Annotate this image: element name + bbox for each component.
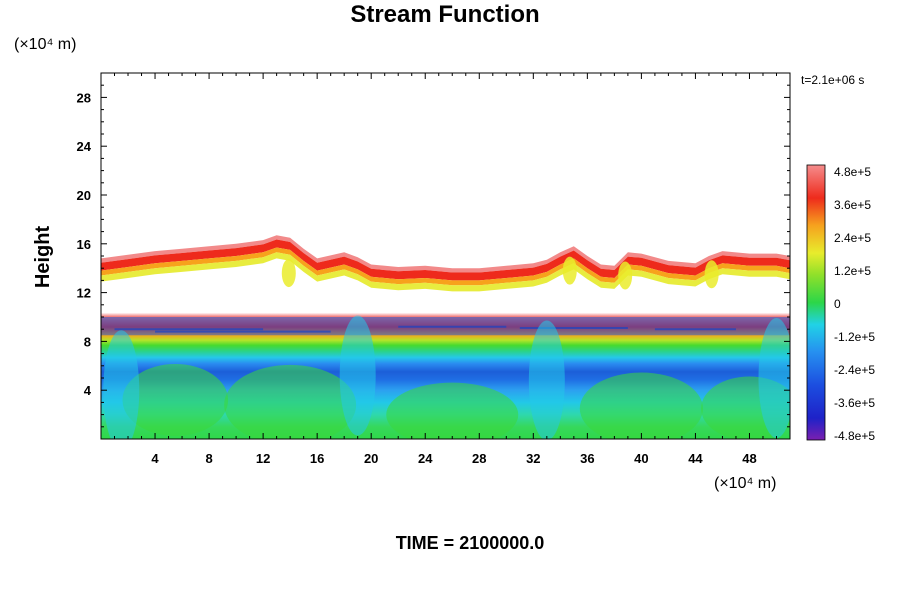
colorbar-label: -4.8e+5: [834, 429, 875, 443]
x-tick-label: 48: [742, 451, 756, 466]
colorbar-label: 3.6e+5: [834, 198, 871, 212]
x-tick-label: 40: [634, 451, 648, 466]
y-axis: 4 8 12 16 20 24 28: [77, 72, 790, 428]
x-tick-label: 16: [310, 451, 324, 466]
x-tick-label: 32: [526, 451, 540, 466]
x-tick-label: 20: [364, 451, 378, 466]
field-lower-cell: [579, 372, 703, 439]
field-trough: [758, 318, 790, 438]
y-tick-label: 28: [77, 90, 91, 105]
colorbar-label: 4.8e+5: [834, 165, 871, 179]
field-trough: [339, 315, 376, 436]
field-lower-cell: [224, 364, 357, 439]
time-stamp: t=2.1e+06 s: [801, 73, 864, 87]
field-trough: [103, 330, 140, 439]
y-tick-label: 24: [77, 139, 92, 154]
colorbar-label: 2.4e+5: [834, 231, 871, 245]
y-tick-label: 12: [77, 286, 91, 301]
field-band-orange: [101, 247, 790, 286]
colorbar-gradient: [806, 164, 826, 441]
y-tick-label: 4: [84, 383, 92, 398]
plot-area: [101, 73, 790, 439]
colorbar-label: 1.2e+5: [834, 264, 871, 278]
field-features: [101, 235, 790, 439]
colorbar-labels: 4.8e+5 3.6e+5 2.4e+5 1.2e+5 0 -1.2e+5 -2.4e+5 -…: [834, 165, 875, 443]
x-tick-label: 44: [688, 451, 703, 466]
y-unit-label: (×10⁴ m): [14, 36, 76, 53]
y-tick-label: 16: [77, 237, 91, 252]
colorbar-label: -3.6e+5: [834, 396, 875, 410]
colorbar-label: -1.2e+5: [834, 330, 875, 344]
y-tick-label: 20: [77, 188, 91, 203]
colorbar-label: -2.4e+5: [834, 363, 875, 377]
colorbar-label: 0: [834, 297, 841, 311]
field-lower-cell: [386, 382, 519, 439]
x-tick-label: 12: [256, 451, 270, 466]
x-tick-label: 8: [205, 451, 212, 466]
field-band-max: [101, 239, 790, 281]
field-lower-cell: [122, 363, 229, 436]
x-tick-label: 36: [580, 451, 594, 466]
field-trough: [528, 320, 565, 439]
colorbar: 4.8e+5 3.6e+5 2.4e+5 1.2e+5 0 -1.2e+5 -2.4e+5 -…: [806, 164, 875, 443]
x-tick-label: 4: [151, 451, 159, 466]
x-tick-label: 24: [418, 451, 433, 466]
field-plume: [704, 260, 719, 289]
y-axis-label: Height: [32, 226, 54, 289]
field-plume: [562, 256, 577, 285]
y-tick-label: 8: [84, 334, 91, 349]
field-plume: [281, 259, 296, 288]
field-plume: [618, 261, 633, 290]
x-unit-label: (×10⁴ m): [714, 475, 776, 492]
field-band-yellow: [101, 252, 790, 292]
x-axis: 4 8 12 16 20 24 28 32 36 40 44 48: [114, 73, 791, 466]
time-footer: TIME = 2100000.0: [396, 533, 545, 553]
chart-title: Stream Function: [350, 1, 539, 28]
x-tick-label: 28: [472, 451, 486, 466]
field-band-fringe: [101, 235, 790, 273]
